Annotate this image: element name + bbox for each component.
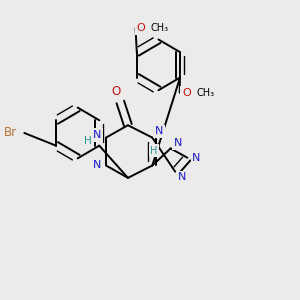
Text: CH₃: CH₃ <box>196 88 215 98</box>
Text: N: N <box>178 172 186 182</box>
Text: O: O <box>182 88 191 98</box>
Text: N: N <box>93 130 102 140</box>
Text: Br: Br <box>4 127 17 140</box>
Text: O: O <box>111 85 120 98</box>
Text: O: O <box>137 23 146 33</box>
Text: N: N <box>192 153 201 163</box>
Text: N: N <box>93 160 102 170</box>
Text: H: H <box>150 146 158 156</box>
Text: N: N <box>155 126 163 136</box>
Text: CH₃: CH₃ <box>151 23 169 33</box>
Text: N: N <box>174 138 182 148</box>
Text: H: H <box>84 136 92 146</box>
